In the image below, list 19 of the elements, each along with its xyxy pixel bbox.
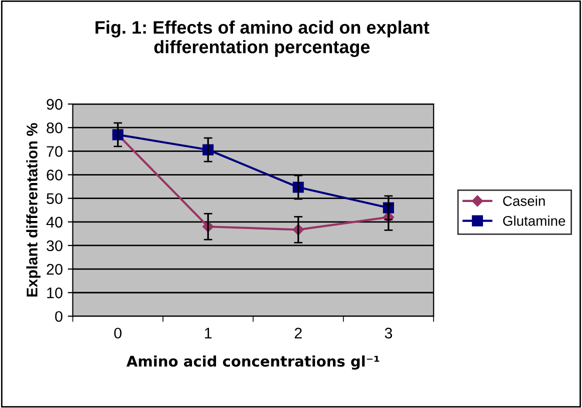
x-tick-label: 1 xyxy=(204,328,212,338)
legend-label: Casein xyxy=(503,196,545,206)
y-tick-label: 30 xyxy=(46,240,62,252)
x-tick-label: 2 xyxy=(294,328,302,338)
y-tick-label: 40 xyxy=(46,216,62,228)
chart-title: Fig. 1: Effects of amino acid on explant differentation percentage xyxy=(96,20,430,57)
y-tick-label: 60 xyxy=(46,170,62,180)
x-axis-title: Amino acid concentrations gl⁻¹ xyxy=(126,355,380,370)
y-tick-label: 20 xyxy=(46,264,62,275)
x-tick-label: 0 xyxy=(114,328,122,339)
legend-label: Glutamine xyxy=(503,216,566,226)
x-tick-label: 3 xyxy=(384,328,392,339)
y-axis-title: Explant differentation % xyxy=(26,123,40,297)
y-tick-label: 0 xyxy=(55,311,62,322)
y-tick-label: 80 xyxy=(46,122,62,134)
y-tick-label: 90 xyxy=(46,98,62,110)
y-tick-label: 50 xyxy=(46,193,62,204)
y-tick-label: 10 xyxy=(47,287,62,298)
y-tick-label: 70 xyxy=(46,146,62,157)
